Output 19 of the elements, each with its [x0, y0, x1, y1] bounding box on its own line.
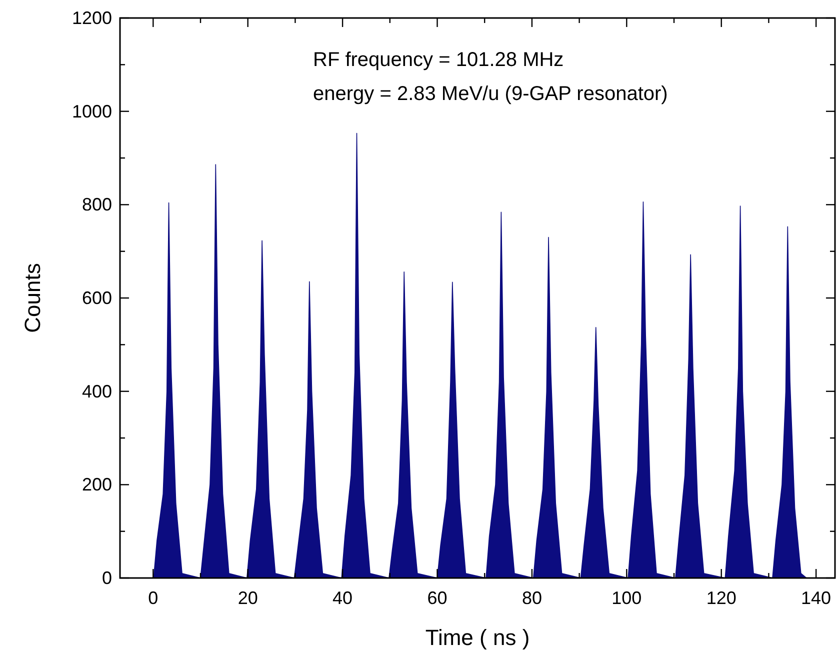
y-axis-title: Counts: [20, 263, 45, 333]
y-tick-label: 1000: [72, 101, 112, 122]
annotation: energy = 2.83 MeV/u (9-GAP resonator): [313, 83, 668, 105]
y-tick-label: 0: [102, 568, 112, 588]
x-tick-label: 60: [427, 588, 448, 608]
x-tick-label: 120: [706, 588, 736, 608]
y-tick-label: 1200: [72, 8, 112, 28]
x-tick-label: 100: [612, 588, 642, 608]
y-tick-label: 600: [82, 288, 112, 308]
x-tick-label: 140: [801, 588, 832, 608]
x-tick-label: 20: [238, 588, 258, 608]
x-axis-title: Time ( ns ): [425, 625, 530, 650]
y-tick-label: 400: [82, 381, 112, 402]
x-tick-label: 80: [522, 588, 542, 608]
x-tick-label: 40: [332, 588, 353, 608]
y-tick-label: 800: [82, 194, 112, 215]
y-tick-label: 200: [82, 474, 112, 495]
annotation: RF frequency = 101.28 MHz: [313, 49, 564, 71]
x-tick-label: 0: [148, 588, 158, 608]
